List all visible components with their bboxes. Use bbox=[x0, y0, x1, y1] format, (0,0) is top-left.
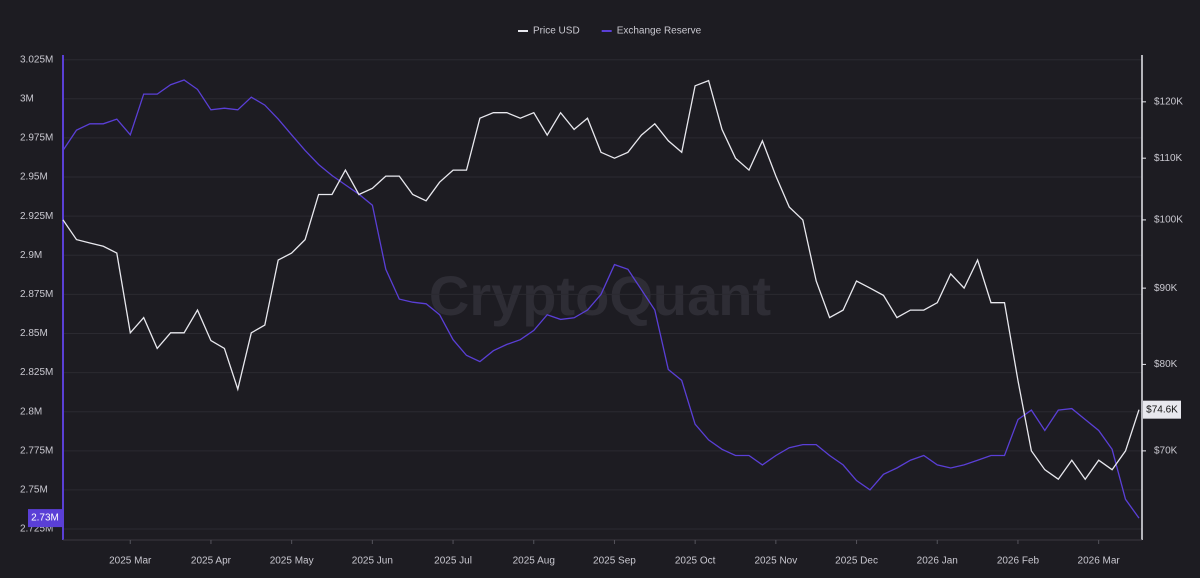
x-tick-label: 2025 Sep bbox=[593, 556, 636, 567]
series-line bbox=[62, 79, 1140, 481]
legend-label: Price USD bbox=[533, 26, 580, 37]
x-tick-label: 2025 Aug bbox=[513, 556, 555, 567]
y-tick-label: 2.825M bbox=[20, 367, 53, 378]
x-tick-label: 2025 Jun bbox=[352, 556, 393, 567]
y2-tick-label: $110K bbox=[1154, 153, 1183, 164]
y2-tick-label: $90K bbox=[1154, 283, 1178, 294]
y2-tick-label: $100K bbox=[1154, 215, 1183, 226]
x-tick-label: 2026 Jan bbox=[917, 556, 958, 567]
x-tick-label: 2025 Nov bbox=[754, 556, 797, 567]
last-value-label: 2.73M bbox=[31, 513, 59, 524]
x-tick-label: 2025 Dec bbox=[835, 556, 878, 567]
y2-tick-label: $120K bbox=[1154, 96, 1183, 107]
y2-tick-label: $70K bbox=[1154, 446, 1178, 457]
y-tick-label: 3M bbox=[20, 93, 34, 104]
y-tick-label: 2.875M bbox=[20, 289, 53, 300]
y-tick-label: 2.975M bbox=[20, 133, 53, 144]
y-tick-label: 2.925M bbox=[20, 211, 53, 222]
y-tick-label: 2.85M bbox=[20, 328, 48, 339]
x-tick-label: 2026 Mar bbox=[1078, 556, 1121, 567]
x-tick-label: 2025 Oct bbox=[675, 556, 716, 567]
y-tick-label: 2.75M bbox=[20, 485, 48, 496]
y-tick-label: 2.9M bbox=[20, 250, 42, 261]
x-tick-label: 2026 Feb bbox=[997, 556, 1040, 567]
last-value-label: $74.6K bbox=[1146, 404, 1178, 415]
y-tick-label: 3.025M bbox=[20, 54, 53, 65]
y-tick-label: 2.725M bbox=[20, 524, 53, 535]
last-value-badge bbox=[1143, 400, 1181, 419]
x-tick-label: 2025 May bbox=[270, 556, 314, 567]
x-tick-label: 2025 Jul bbox=[434, 556, 472, 567]
y-tick-label: 2.775M bbox=[20, 445, 53, 456]
series-line bbox=[62, 79, 1140, 519]
y2-tick-label: $80K bbox=[1154, 359, 1178, 370]
x-tick-label: 2025 Apr bbox=[191, 556, 232, 567]
last-value-badge bbox=[28, 509, 63, 528]
legend-label: Exchange Reserve bbox=[617, 26, 702, 37]
y-tick-label: 2.8M bbox=[20, 406, 42, 417]
y-tick-label: 2.95M bbox=[20, 172, 48, 183]
x-tick-label: 2025 Mar bbox=[109, 556, 152, 567]
